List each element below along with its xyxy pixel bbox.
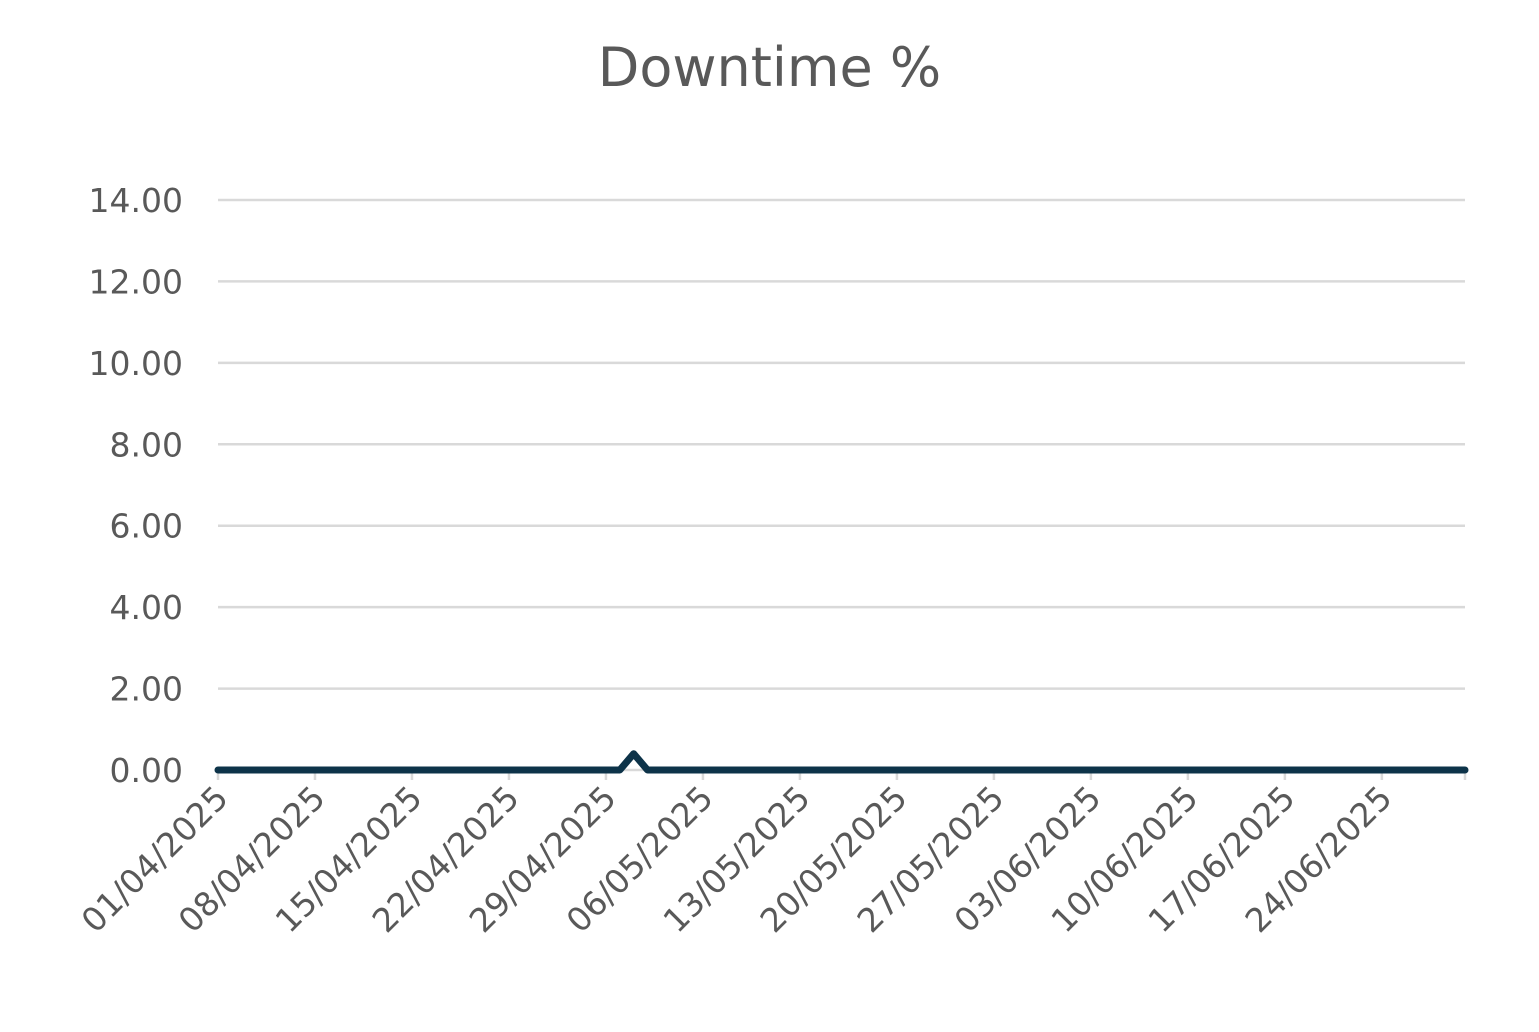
y-tick-label: 8.00 [110,425,183,464]
y-tick-label: 12.00 [89,262,183,301]
series-line-0 [214,750,1469,774]
y-tick-label: 0.00 [110,751,183,790]
x-axis: 01/04/202508/04/202515/04/202522/04/2025… [74,770,1467,940]
gridlines [218,198,1465,772]
chart-title: Downtime % [597,36,942,99]
series-layer [214,750,1469,774]
y-axis: 0.00 2.00 4.00 6.00 8.00 10.00 12.00 14.00 [89,181,183,790]
y-tick-label: 2.00 [110,670,183,709]
y-tick-label: 6.00 [110,507,183,546]
y-tick-label: 10.00 [89,344,183,383]
y-tick-label: 4.00 [110,588,183,627]
y-tick-label: 14.00 [89,181,183,220]
